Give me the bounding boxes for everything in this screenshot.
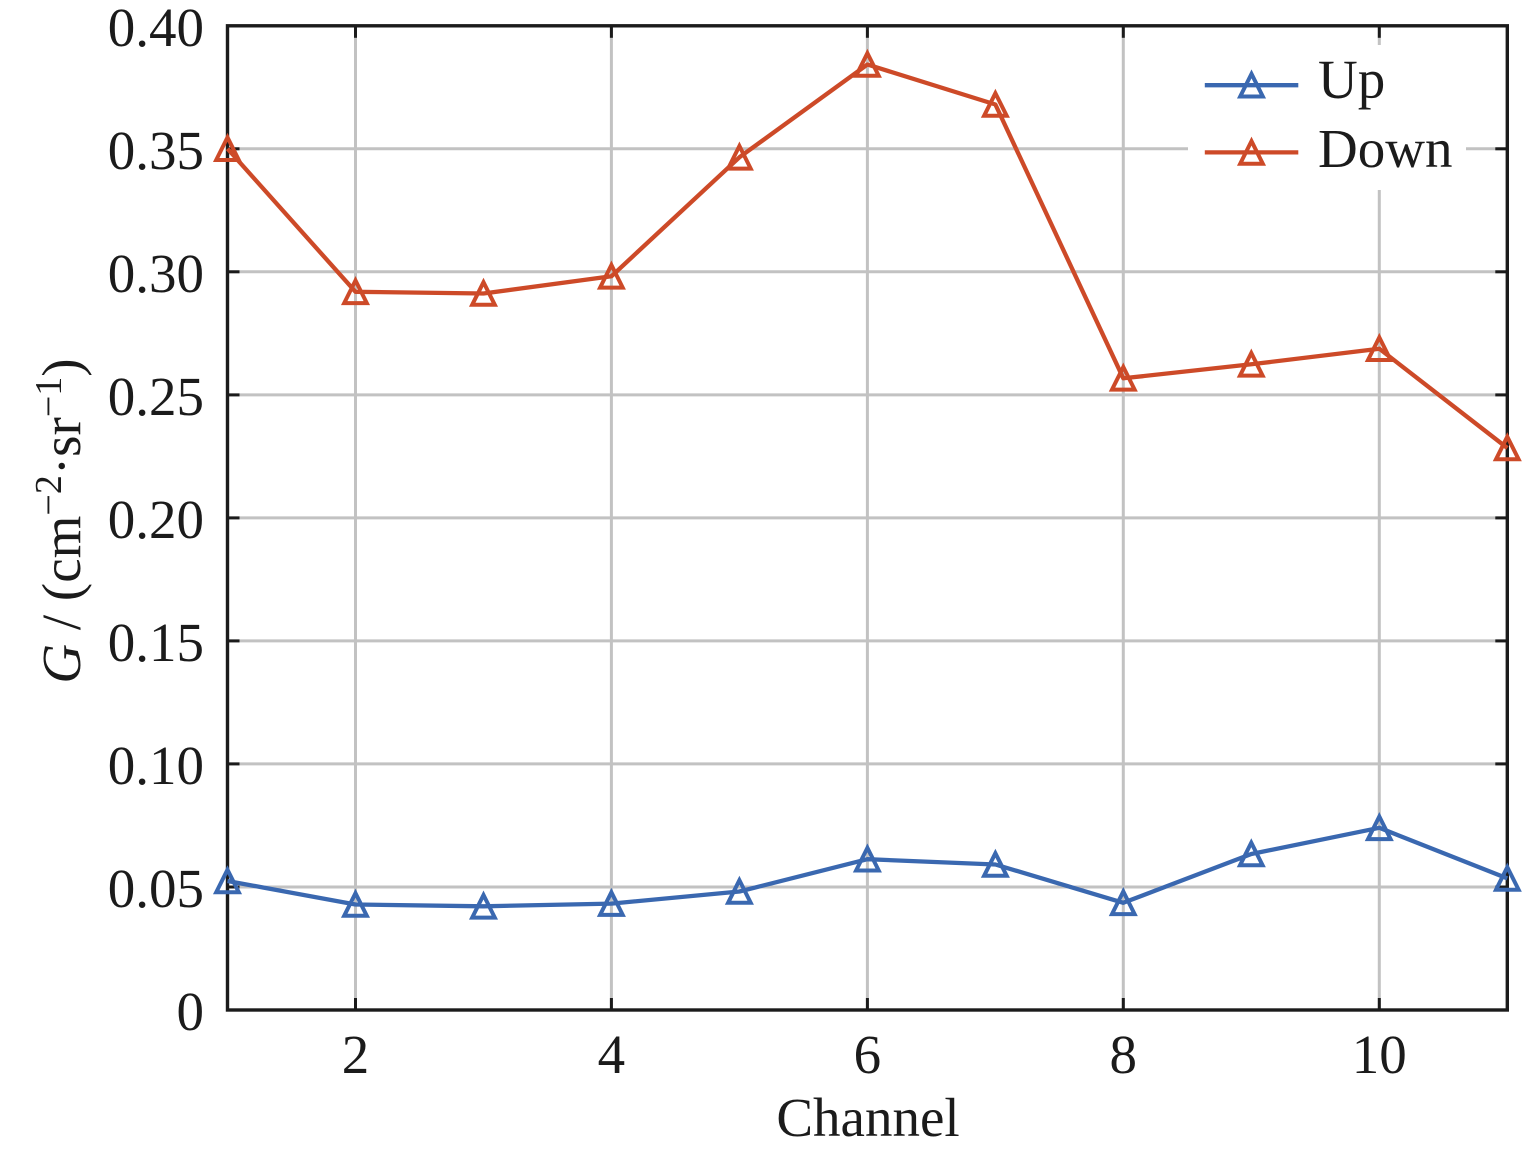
svg-text:10: 10: [1352, 1024, 1407, 1085]
svg-text:0.05: 0.05: [108, 858, 204, 919]
svg-text:0.15: 0.15: [108, 612, 204, 673]
svg-text:0.25: 0.25: [108, 366, 204, 427]
svg-text:2: 2: [342, 1024, 370, 1085]
svg-text:0: 0: [177, 981, 205, 1042]
svg-text:Up: Up: [1318, 49, 1385, 110]
svg-text:4: 4: [598, 1024, 626, 1085]
svg-text:0.20: 0.20: [108, 489, 204, 550]
svg-text:6: 6: [854, 1024, 882, 1085]
svg-text:0.30: 0.30: [108, 243, 204, 304]
svg-text:G / (cm−2·sr−1): G / (cm−2·sr−1): [28, 358, 92, 683]
svg-text:Channel: Channel: [776, 1087, 959, 1148]
svg-text:0.40: 0.40: [108, 0, 204, 58]
svg-text:Down: Down: [1318, 118, 1452, 179]
svg-text:0.10: 0.10: [108, 735, 204, 796]
svg-text:0.35: 0.35: [108, 120, 204, 181]
svg-text:8: 8: [1110, 1024, 1138, 1085]
